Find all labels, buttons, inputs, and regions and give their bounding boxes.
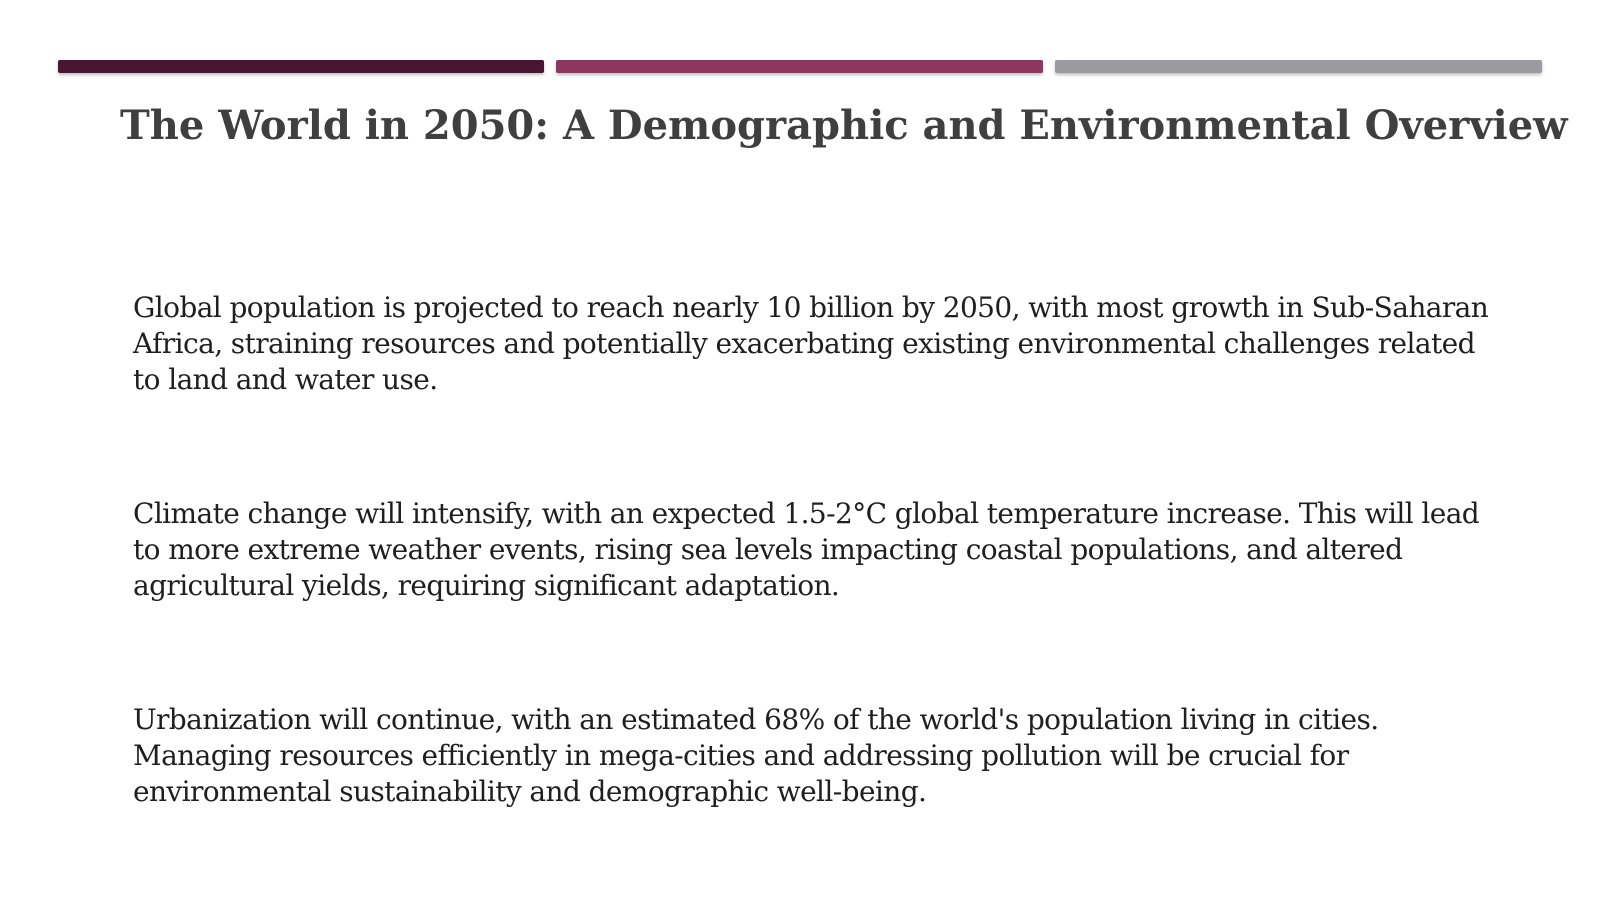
paragraph-population: Global population is projected to reach … bbox=[133, 291, 1489, 396]
paragraph-climate: Climate change will intensify, with an e… bbox=[133, 497, 1480, 602]
accent-bar-magenta bbox=[556, 60, 1043, 73]
paragraph-urbanization: Urbanization will continue, with an esti… bbox=[133, 703, 1379, 808]
slide-body: Global population is projected to reach … bbox=[133, 290, 1493, 810]
accent-bar-dark-plum bbox=[58, 60, 544, 73]
accent-bar-gray bbox=[1055, 60, 1542, 73]
slide-title: The World in 2050: A Demographic and Env… bbox=[120, 102, 1568, 149]
